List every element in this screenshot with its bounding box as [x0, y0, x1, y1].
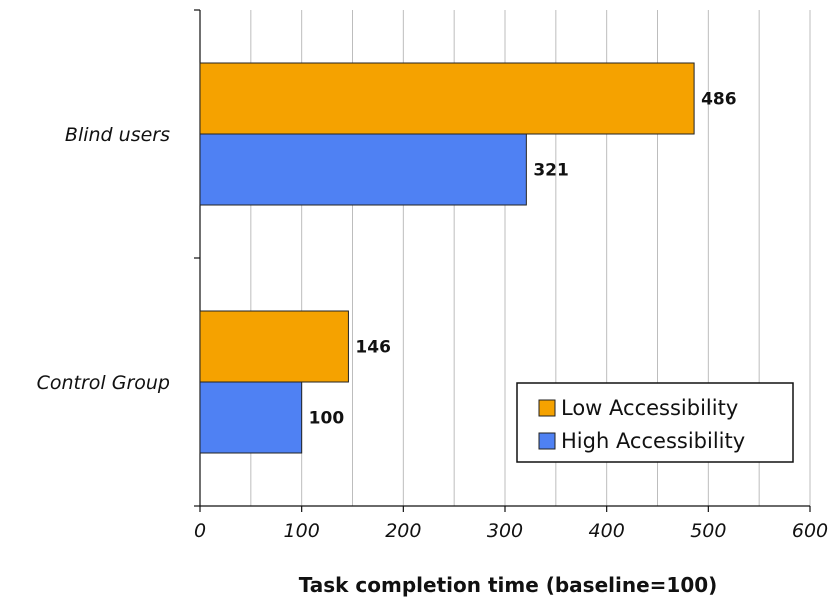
legend-label: Low Accessibility — [561, 396, 738, 420]
data-label: 486 — [701, 90, 737, 110]
x-tick-label: 400 — [589, 520, 625, 542]
x-tick-label: 200 — [385, 520, 421, 542]
category-label: Control Group — [37, 372, 170, 394]
data-label: 321 — [533, 161, 569, 181]
data-label: 100 — [309, 409, 345, 429]
x-tick-label: 500 — [690, 520, 726, 542]
data-label: 146 — [355, 338, 391, 358]
data-labels: 486 321 146 100 — [309, 90, 737, 429]
category-labels: Blind users Control Group — [37, 124, 171, 394]
bar — [199, 133, 527, 206]
tick-labels: 0 100 200 300 400 500 600 — [194, 520, 828, 542]
x-tick-label: 300 — [487, 520, 523, 542]
bars — [199, 62, 695, 454]
bar — [199, 381, 303, 454]
legend-swatch — [538, 432, 556, 450]
x-axis-title: Task completion time (baseline=100) — [299, 573, 718, 597]
legend-box — [516, 382, 794, 463]
category-label: Blind users — [65, 124, 170, 146]
x-tick-label: 0 — [194, 520, 206, 542]
bar — [199, 310, 349, 383]
legend: Low Accessibility High Accessibility — [516, 382, 794, 463]
legend-swatch — [538, 399, 556, 417]
x-tick-label: 100 — [284, 520, 320, 542]
legend-label: High Accessibility — [561, 429, 745, 453]
bar — [199, 62, 695, 135]
x-tick-label: 600 — [792, 520, 828, 542]
